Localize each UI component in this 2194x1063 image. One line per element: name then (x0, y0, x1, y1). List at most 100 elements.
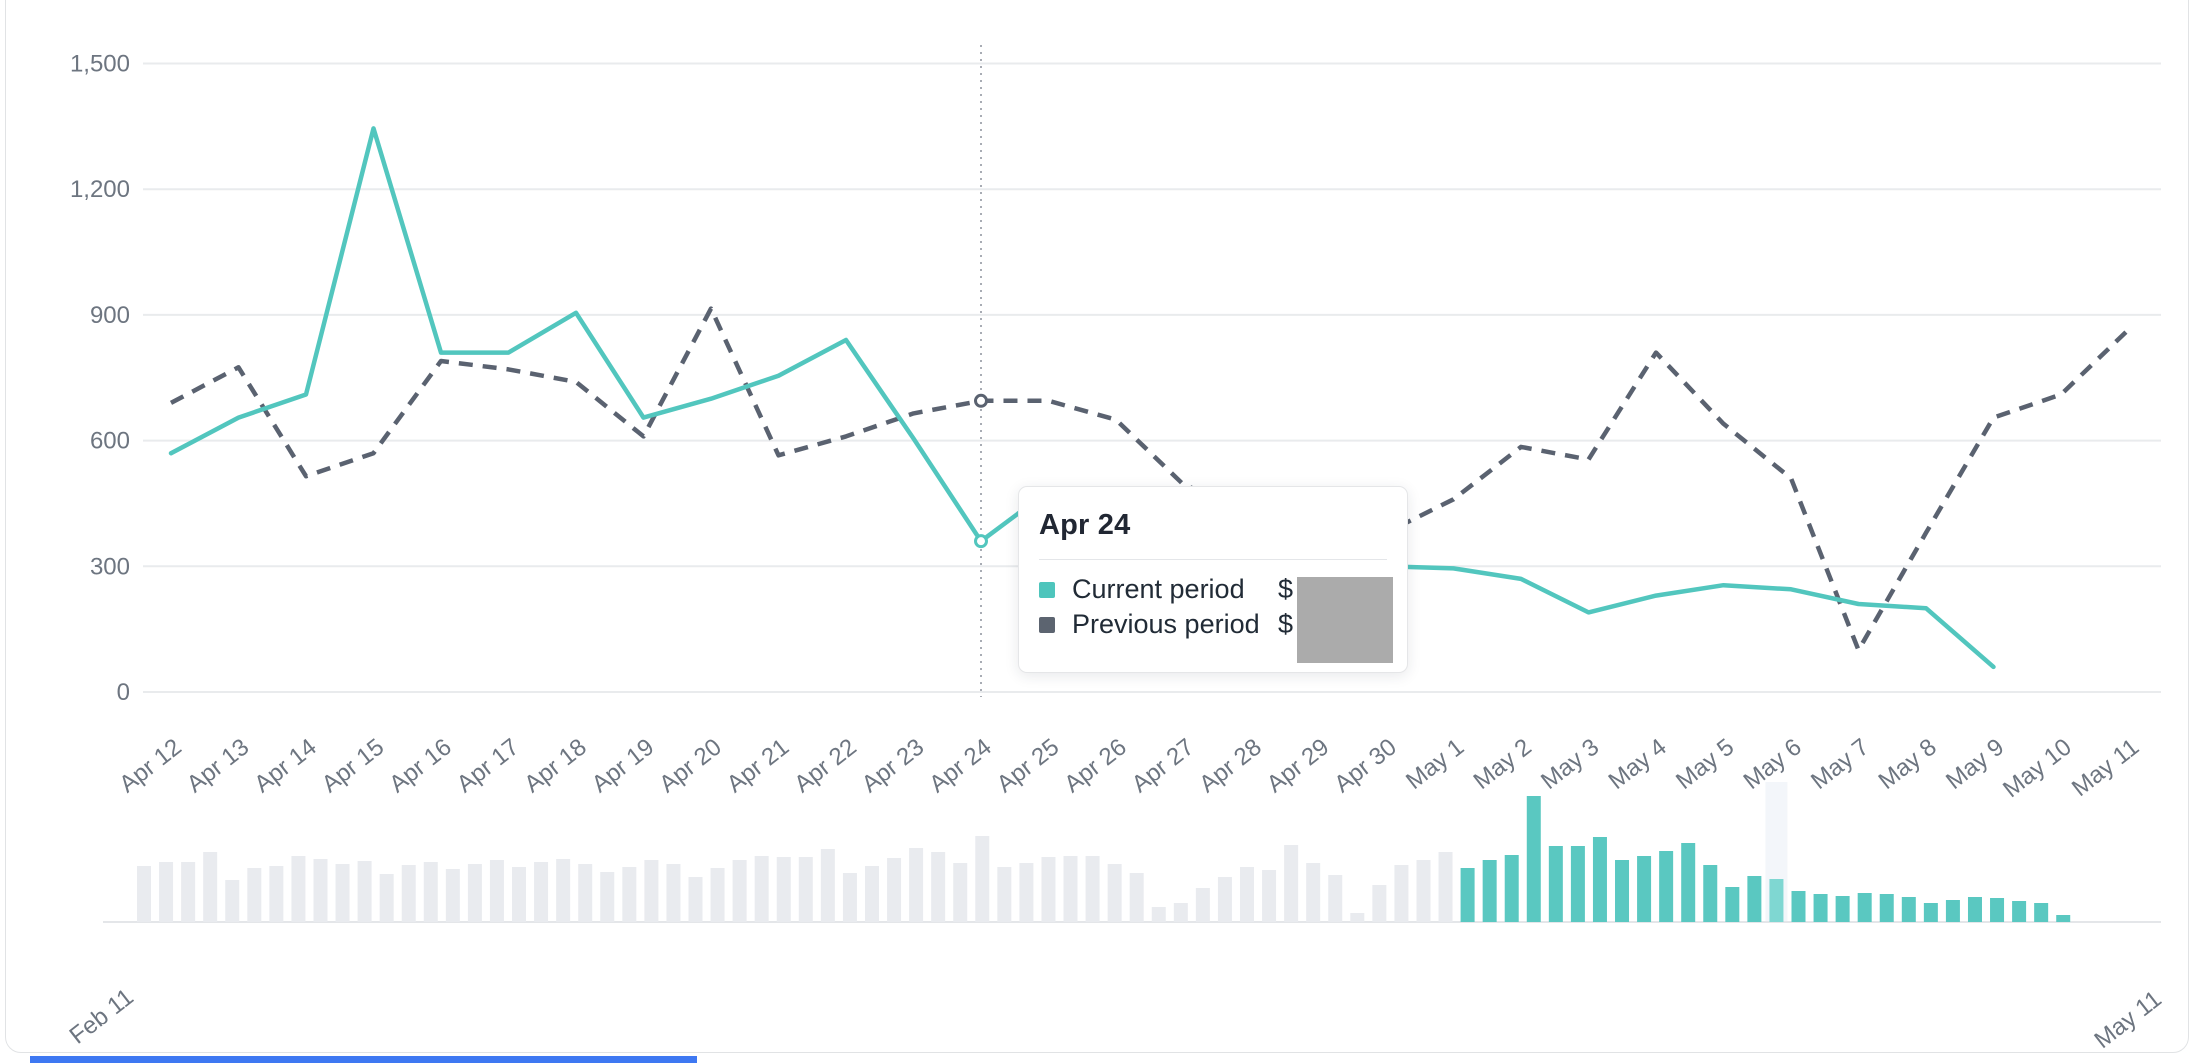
mini-bar (1967, 897, 1982, 922)
mini-bar (335, 864, 350, 922)
y-axis-tick-label: 1,200 (70, 176, 130, 203)
x-axis-tick-label: Apr 24 (924, 733, 996, 798)
range-selector-chart[interactable]: Feb 11 May 11 (65, 782, 2167, 1054)
mini-bar (887, 858, 902, 922)
mini-bar (313, 859, 328, 922)
mini-bar (931, 852, 946, 922)
mini-bar (1813, 894, 1828, 922)
tooltip-row-previous: Previous period $ (1039, 607, 1387, 642)
mini-bar (600, 872, 615, 922)
mini-bar (644, 860, 659, 922)
x-axis-tick-label: May 2 (1469, 733, 1537, 795)
x-axis-tick-label: Apr 29 (1262, 733, 1334, 798)
mini-bar (489, 860, 504, 922)
mini-bar (666, 864, 681, 922)
mini-bar (269, 866, 284, 922)
mini-bar (975, 836, 990, 922)
mini-bar (754, 856, 769, 922)
x-axis-tick-label: May 3 (1536, 733, 1604, 795)
y-axis-tick-label: 1,500 (70, 51, 130, 78)
previous-period-marker (974, 393, 988, 408)
mini-bar (1438, 852, 1453, 922)
tooltip-value-previous: $ (1278, 609, 1294, 639)
mini-bar (1151, 907, 1166, 922)
mini-bar (2034, 903, 2049, 922)
x-axis-tick-label: Apr 28 (1194, 733, 1266, 798)
mini-bar (1063, 856, 1078, 922)
mini-bar (2012, 901, 2027, 922)
x-axis-tick-label: Apr 18 (519, 733, 591, 798)
mini-bar (1901, 897, 1916, 922)
x-axis-tick-label: Apr 25 (992, 733, 1064, 798)
mini-bar (1990, 898, 2005, 922)
x-axis-tick-label: May 9 (1941, 733, 2009, 795)
mini-bar (445, 869, 460, 922)
mini-bar (225, 880, 240, 922)
mini-bar (578, 864, 593, 922)
mini-bar (1262, 870, 1277, 922)
mini-bar (1659, 851, 1674, 922)
x-axis-tick-label: Apr 12 (114, 733, 186, 798)
x-axis-tick-label: Apr 17 (452, 733, 524, 798)
mini-bar (357, 861, 372, 922)
mini-bar (1460, 868, 1475, 922)
previous-period-line (169, 306, 2131, 653)
y-axis-tick-label: 600 (90, 428, 130, 455)
mini-bar (1173, 903, 1188, 922)
y-axis-tick-label: 300 (90, 553, 130, 580)
mini-bar (1217, 877, 1232, 922)
y-axis-tick-label: 900 (90, 302, 130, 329)
mini-bar (997, 867, 1012, 922)
tooltip-divider (1039, 559, 1387, 560)
mini-bar (1482, 860, 1497, 922)
x-axis-tick-label: Apr 26 (1059, 733, 1131, 798)
x-axis-tick-label: Apr 23 (857, 733, 929, 798)
x-axis-tick-label: Apr 19 (587, 733, 659, 798)
mini-bar (1747, 876, 1762, 922)
mini-bar (798, 857, 813, 922)
mini-bar (1350, 913, 1365, 922)
mini-bar (534, 862, 549, 922)
previous-period-swatch (1039, 616, 1055, 633)
mini-bar (1240, 867, 1254, 922)
mini-bar (1725, 887, 1740, 922)
mini-bar (1504, 855, 1519, 922)
mini-bar (467, 864, 482, 922)
x-axis-tick-label: May 10 (1998, 733, 2077, 803)
mini-bar (159, 862, 174, 922)
mini-bar (1129, 873, 1144, 922)
mini-bar (247, 868, 262, 922)
tooltip-label-previous: Previous period (1072, 609, 1260, 639)
mini-bar (1085, 856, 1100, 922)
mini-bar (1637, 856, 1652, 922)
x-axis-tick-label: May 7 (1806, 733, 1874, 795)
x-axis-tick-label: May 8 (1874, 733, 1942, 795)
mini-bar (1615, 860, 1630, 922)
mini-bar (203, 852, 218, 922)
mini-bar (556, 859, 571, 922)
current-period-marker (974, 534, 988, 549)
x-axis-tick-label: Apr 27 (1127, 733, 1199, 798)
current-period-swatch (1039, 581, 1055, 598)
mini-bar (1019, 863, 1034, 922)
mini-bar (820, 849, 835, 922)
mini-bar (1526, 796, 1541, 922)
mini-bar (1592, 837, 1607, 922)
mini-bar (291, 856, 306, 922)
chart-tooltip: Apr 24 Current period $ Previous period … (1018, 486, 1408, 673)
x-axis-tick-label: Apr 14 (249, 733, 321, 798)
mini-bar (688, 877, 703, 922)
mini-bar (1703, 865, 1718, 922)
redaction-box (1297, 577, 1393, 663)
x-axis-tick-label: Apr 16 (384, 733, 456, 798)
x-axis-tick-label: May 4 (1604, 733, 1672, 795)
mini-bar (1548, 846, 1563, 922)
mini-bar (1857, 893, 1872, 922)
mini-bar (1681, 843, 1696, 922)
mini-bar (1835, 896, 1850, 922)
mini-bar (2056, 915, 2071, 922)
mini-bar (1372, 885, 1387, 922)
mini-bar (379, 874, 394, 922)
